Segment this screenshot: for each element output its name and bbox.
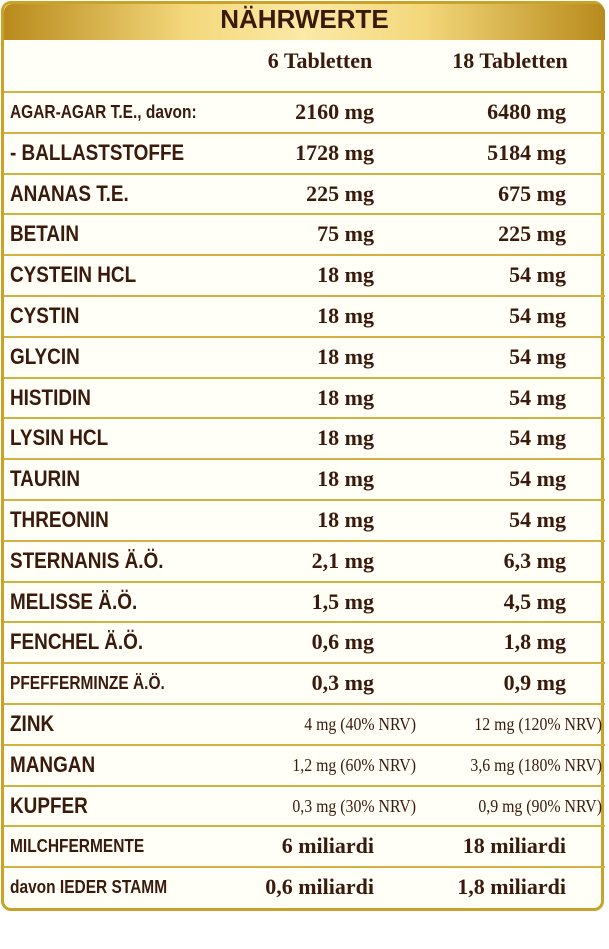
- row-label: KUPFER: [10, 792, 88, 818]
- row-divider: [4, 621, 605, 624]
- value-6: 1,5 mg: [311, 588, 374, 614]
- row-divider: [4, 91, 605, 93]
- value-18: 6,3 mg: [503, 547, 566, 573]
- row-divider: [4, 784, 605, 787]
- row-divider: [4, 376, 605, 379]
- value-18: 18 miliardi: [462, 833, 566, 859]
- value-6: 225 mg: [306, 180, 374, 206]
- value-6: 0,3 mg (30% NRV): [292, 795, 416, 816]
- value-18: 54 mg: [509, 384, 566, 410]
- row-divider: [4, 539, 605, 542]
- value-18: 54 mg: [509, 507, 566, 532]
- row-divider: [4, 254, 605, 257]
- row-label: ANANAS T.E.: [10, 180, 129, 206]
- value-6: 0,3 mg: [311, 670, 374, 696]
- row-divider: [4, 172, 605, 175]
- value-18: 0,9 mg (90% NRV): [478, 795, 602, 816]
- row-divider: [4, 703, 605, 705]
- value-6: 18 mg: [317, 507, 374, 532]
- value-6: 18 mg: [317, 343, 374, 369]
- value-6: 18 mg: [317, 384, 374, 410]
- value-18: 6480 mg: [487, 99, 566, 124]
- row-divider: [4, 743, 605, 746]
- row-label: CYSTIN: [10, 303, 80, 328]
- value-18: 0,9 mg: [503, 670, 566, 696]
- value-6: 6 miliardi: [281, 833, 374, 859]
- value-6: 0,6 mg: [311, 629, 374, 655]
- row-label: - BALLASTSTOFFE: [10, 139, 185, 165]
- row-label: STERNANIS Ä.Ö.: [10, 547, 164, 573]
- row-divider: [4, 866, 605, 869]
- value-6: 4 mg (40% NRV): [304, 714, 416, 734]
- value-18: 675 mg: [498, 180, 566, 206]
- row-divider: [4, 662, 605, 665]
- value-18: 54 mg: [509, 425, 566, 451]
- row-label: AGAR-AGAR T.E., davon:: [10, 102, 197, 122]
- column-header: 6 Tabletten: [267, 48, 373, 73]
- value-6: 18 mg: [317, 262, 374, 288]
- value-18: 12 mg (120% NRV): [474, 714, 602, 734]
- value-6: 75 mg: [317, 221, 374, 247]
- row-label: MILCHFERMENTE: [10, 836, 145, 857]
- row-divider: [4, 458, 605, 461]
- row-divider: [4, 499, 605, 501]
- value-18: 4,5 mg: [503, 588, 566, 614]
- row-divider: [4, 295, 605, 297]
- row-divider: [4, 825, 605, 828]
- value-6: 2160 mg: [295, 99, 374, 124]
- row-label: MANGAN: [10, 751, 96, 777]
- value-18: 54 mg: [509, 466, 566, 492]
- row-divider: [4, 131, 605, 134]
- frame: [1, 1, 604, 911]
- value-6: 0,6 miliardi: [265, 874, 374, 900]
- title: NÄHRWERTE: [220, 4, 389, 34]
- row-label: MELISSE Ä.Ö.: [10, 588, 138, 614]
- row-label: BETAIN: [10, 221, 80, 247]
- value-18: 54 mg: [509, 262, 566, 288]
- value-6: 1728 mg: [295, 139, 374, 165]
- row-label: FENCHEL Ä.Ö.: [10, 629, 144, 655]
- row-label: ZINK: [10, 711, 55, 736]
- value-18: 3,6 mg (180% NRV): [470, 754, 602, 775]
- value-6: 18 mg: [317, 303, 374, 328]
- header-bar: [4, 4, 605, 40]
- value-6: 18 mg: [317, 425, 374, 451]
- row-label: TAURIN: [10, 466, 81, 492]
- row-label: GLYCIN: [10, 343, 80, 369]
- row-divider: [4, 580, 605, 583]
- value-18: 225 mg: [498, 221, 566, 247]
- value-18: 5184 mg: [487, 139, 566, 165]
- value-6: 2,1 mg: [311, 547, 374, 573]
- row-label: PFEFFERMINZE Ä.Ö.: [10, 673, 165, 694]
- value-18: 54 mg: [509, 303, 566, 328]
- value-18: 1,8 miliardi: [457, 874, 566, 900]
- value-6: 1,2 mg (60% NRV): [292, 754, 416, 775]
- row-label: CYSTEIN HCL: [10, 262, 137, 288]
- row-label: HISTIDIN: [10, 384, 91, 410]
- value-18: 54 mg: [509, 343, 566, 369]
- row-label: THREONIN: [10, 507, 109, 532]
- row-divider: [4, 417, 605, 420]
- row-label: davon IEDER STAMM: [10, 877, 168, 898]
- row-divider: [4, 335, 605, 338]
- column-header: 18 Tabletten: [452, 48, 568, 73]
- value-6: 18 mg: [317, 466, 374, 492]
- row-divider: [4, 213, 605, 216]
- value-18: 1,8 mg: [503, 629, 566, 655]
- row-label: LYSIN HCL: [10, 425, 109, 451]
